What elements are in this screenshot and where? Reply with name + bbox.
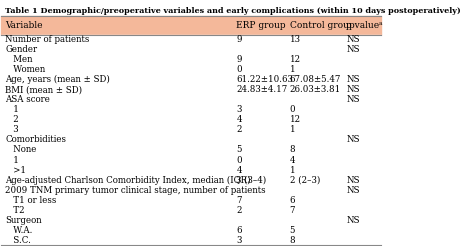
Bar (1, 175, 381, 185)
Text: 1: 1 (5, 155, 19, 165)
Text: 3: 3 (5, 125, 19, 135)
Text: 3 (3–4): 3 (3–4) (237, 176, 267, 184)
Text: 7: 7 (237, 196, 242, 205)
Bar (1, 185, 381, 195)
Text: 3: 3 (237, 236, 242, 245)
Text: NS: NS (346, 95, 360, 104)
Text: Surgeon: Surgeon (5, 216, 42, 225)
Text: Age, years (mean ± SD): Age, years (mean ± SD) (5, 75, 110, 84)
Text: ERP group: ERP group (237, 21, 286, 30)
Text: 2: 2 (5, 115, 19, 124)
Text: 2: 2 (237, 125, 242, 135)
Text: NS: NS (346, 85, 360, 94)
Text: ASA score: ASA score (5, 95, 50, 104)
Text: NS: NS (346, 75, 360, 84)
Text: 1: 1 (290, 166, 295, 174)
Text: W.A.: W.A. (5, 226, 33, 235)
Text: 8: 8 (290, 236, 295, 245)
Text: Table 1 Demographic/preoperative variables and early complications (within 10 da: Table 1 Demographic/preoperative variabl… (5, 7, 461, 15)
Text: 6: 6 (237, 226, 242, 235)
Bar (1, 165, 381, 175)
Bar (1, 105, 381, 115)
Text: 2009 TNM primary tumor clinical stage, number of patients: 2009 TNM primary tumor clinical stage, n… (5, 185, 266, 195)
Text: 12: 12 (290, 115, 301, 124)
Text: p valueᵃ: p valueᵃ (346, 21, 383, 30)
Text: Control group: Control group (290, 21, 354, 30)
Text: 4: 4 (237, 166, 242, 174)
Text: Age-adjusted Charlson Comorbidity Index, median (IQR): Age-adjusted Charlson Comorbidity Index,… (5, 175, 251, 184)
Bar (1, 225, 381, 235)
Text: NS: NS (346, 216, 360, 225)
Text: Variable: Variable (5, 21, 43, 30)
Text: 1: 1 (5, 106, 19, 114)
Text: 0: 0 (290, 106, 295, 114)
Bar (1, 95, 381, 105)
Text: NS: NS (346, 45, 360, 54)
Text: 3: 3 (237, 106, 242, 114)
Text: 0: 0 (237, 155, 242, 165)
Text: None: None (5, 145, 36, 154)
Text: T1 or less: T1 or less (5, 196, 56, 205)
Text: 5: 5 (290, 226, 295, 235)
Text: 12: 12 (290, 55, 301, 64)
Text: BMI (mean ± SD): BMI (mean ± SD) (5, 85, 82, 94)
Bar (1, 115, 381, 125)
Bar (1, 65, 381, 75)
Bar (1, 16, 381, 35)
Text: 4: 4 (237, 115, 242, 124)
Text: 13: 13 (290, 35, 301, 44)
Text: 2 (2–3): 2 (2–3) (290, 176, 320, 184)
Bar (1, 215, 381, 225)
Bar (1, 205, 381, 215)
Bar (1, 75, 381, 85)
Bar (1, 155, 381, 165)
Bar (1, 195, 381, 205)
Text: Women: Women (5, 65, 46, 74)
Bar (1, 235, 381, 245)
Text: S.C.: S.C. (5, 236, 31, 245)
Text: NS: NS (346, 136, 360, 144)
Bar (1, 85, 381, 95)
Text: T2: T2 (5, 206, 25, 215)
Text: Number of patients: Number of patients (5, 35, 90, 44)
Text: 5: 5 (237, 145, 242, 154)
Text: 67.08±5.47: 67.08±5.47 (290, 75, 341, 84)
Bar (1, 135, 381, 145)
Text: 6: 6 (290, 196, 295, 205)
Text: 24.83±4.17: 24.83±4.17 (237, 85, 288, 94)
Text: Gender: Gender (5, 45, 37, 54)
Text: NS: NS (346, 176, 360, 184)
Text: 61.22±10.63: 61.22±10.63 (237, 75, 293, 84)
Bar (1, 55, 381, 65)
Text: 0: 0 (237, 65, 242, 74)
Text: 2: 2 (237, 206, 242, 215)
Bar (1, 45, 381, 55)
Text: >1: >1 (5, 166, 26, 174)
Text: 1: 1 (290, 65, 295, 74)
Text: 9: 9 (237, 35, 242, 44)
Text: 4: 4 (290, 155, 295, 165)
Text: 1: 1 (290, 125, 295, 135)
Text: 9: 9 (237, 55, 242, 64)
Bar (1, 145, 381, 155)
Bar (1, 125, 381, 135)
Text: NS: NS (346, 185, 360, 195)
Text: Comorbidities: Comorbidities (5, 136, 66, 144)
Bar (1, 35, 381, 45)
Text: 26.03±3.81: 26.03±3.81 (290, 85, 341, 94)
Text: 8: 8 (290, 145, 295, 154)
Text: NS: NS (346, 35, 360, 44)
Text: 7: 7 (290, 206, 295, 215)
Text: Men: Men (5, 55, 33, 64)
